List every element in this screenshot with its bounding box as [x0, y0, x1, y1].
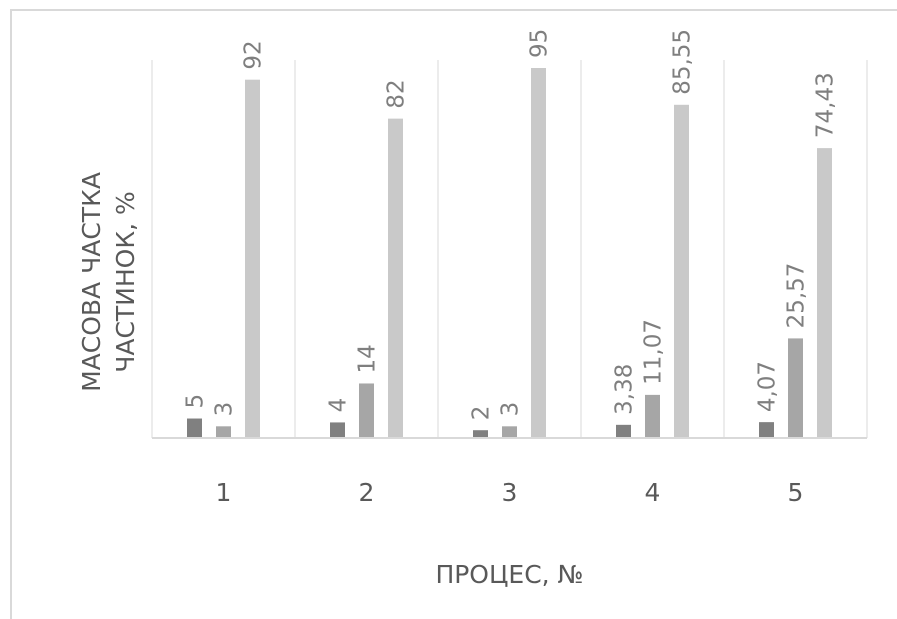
- bar: [788, 338, 803, 438]
- bar: [245, 79, 260, 439]
- bar: [674, 104, 689, 438]
- bar: [388, 118, 403, 438]
- y-axis-title: МАСОВА ЧАСТКА ЧАСТИНОК, %: [77, 172, 140, 392]
- category-gridlines: [151, 60, 868, 438]
- data-label: 95: [527, 29, 553, 58]
- bar: [502, 426, 517, 438]
- x-tick-label: 4: [645, 478, 661, 507]
- bar: [616, 424, 631, 438]
- bar: [645, 394, 660, 438]
- data-label: 3,38: [612, 364, 638, 415]
- x-tick-labels: 1 2 3 4 5: [216, 478, 804, 507]
- data-label: 14: [355, 344, 381, 373]
- data-label: 3: [498, 402, 524, 417]
- data-label: 3: [212, 402, 238, 417]
- bar: [187, 418, 202, 438]
- y-axis-title-line-2: ЧАСТИНОК, %: [111, 191, 140, 373]
- data-label: 4,07: [755, 361, 781, 412]
- x-axis-title: ПРОЦЕС, №: [435, 560, 583, 589]
- bar: [330, 422, 345, 438]
- y-axis-title-line-1: МАСОВА ЧАСТКА: [77, 172, 106, 392]
- chart-frame: [10, 9, 897, 619]
- x-tick-label: 5: [788, 478, 804, 507]
- x-tick-label: 2: [359, 478, 375, 507]
- data-label: 92: [241, 40, 267, 69]
- bar: [759, 422, 774, 438]
- bars: [187, 68, 832, 439]
- data-label: 2: [469, 406, 495, 421]
- data-label: 25,57: [784, 263, 810, 329]
- data-label: 5: [183, 394, 209, 409]
- x-tick-label: 1: [216, 478, 232, 507]
- data-label: 74,43: [813, 72, 839, 138]
- bar: [216, 426, 231, 438]
- bar: [817, 148, 832, 438]
- bar: [531, 68, 546, 438]
- data-label: 4: [326, 398, 352, 413]
- data-label: 11,07: [641, 319, 667, 385]
- data-label: 82: [384, 79, 410, 108]
- x-tick-label: 3: [502, 478, 518, 507]
- bar: [359, 383, 374, 438]
- data-label: 85,55: [670, 29, 696, 95]
- bar: [473, 430, 488, 438]
